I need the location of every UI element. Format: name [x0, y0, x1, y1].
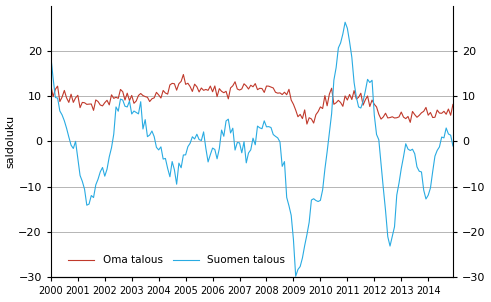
- Oma talous: [304, 122, 310, 126]
- Oma talous: [95, 100, 101, 103]
- Suomen talous: [131, 109, 137, 113]
- Suomen talous: [201, 130, 207, 134]
- Oma talous: [48, 83, 54, 87]
- Line: Oma talous: Oma talous: [51, 75, 453, 124]
- Suomen talous: [55, 96, 60, 100]
- Y-axis label: saldoluku: saldoluku: [5, 115, 16, 168]
- Legend: Oma talous, Suomen talous: Oma talous, Suomen talous: [64, 251, 290, 269]
- Oma talous: [55, 84, 60, 88]
- Oma talous: [131, 101, 137, 105]
- Suomen talous: [409, 147, 415, 151]
- Suomen talous: [342, 21, 348, 24]
- Oma talous: [450, 103, 456, 106]
- Oma talous: [203, 88, 209, 91]
- Oma talous: [441, 110, 447, 113]
- Suomen talous: [293, 275, 299, 278]
- Oma talous: [180, 73, 186, 76]
- Suomen talous: [450, 144, 456, 148]
- Line: Suomen talous: Suomen talous: [51, 22, 453, 276]
- Suomen talous: [48, 55, 54, 58]
- Oma talous: [409, 110, 415, 113]
- Suomen talous: [95, 177, 101, 181]
- Suomen talous: [441, 136, 447, 140]
